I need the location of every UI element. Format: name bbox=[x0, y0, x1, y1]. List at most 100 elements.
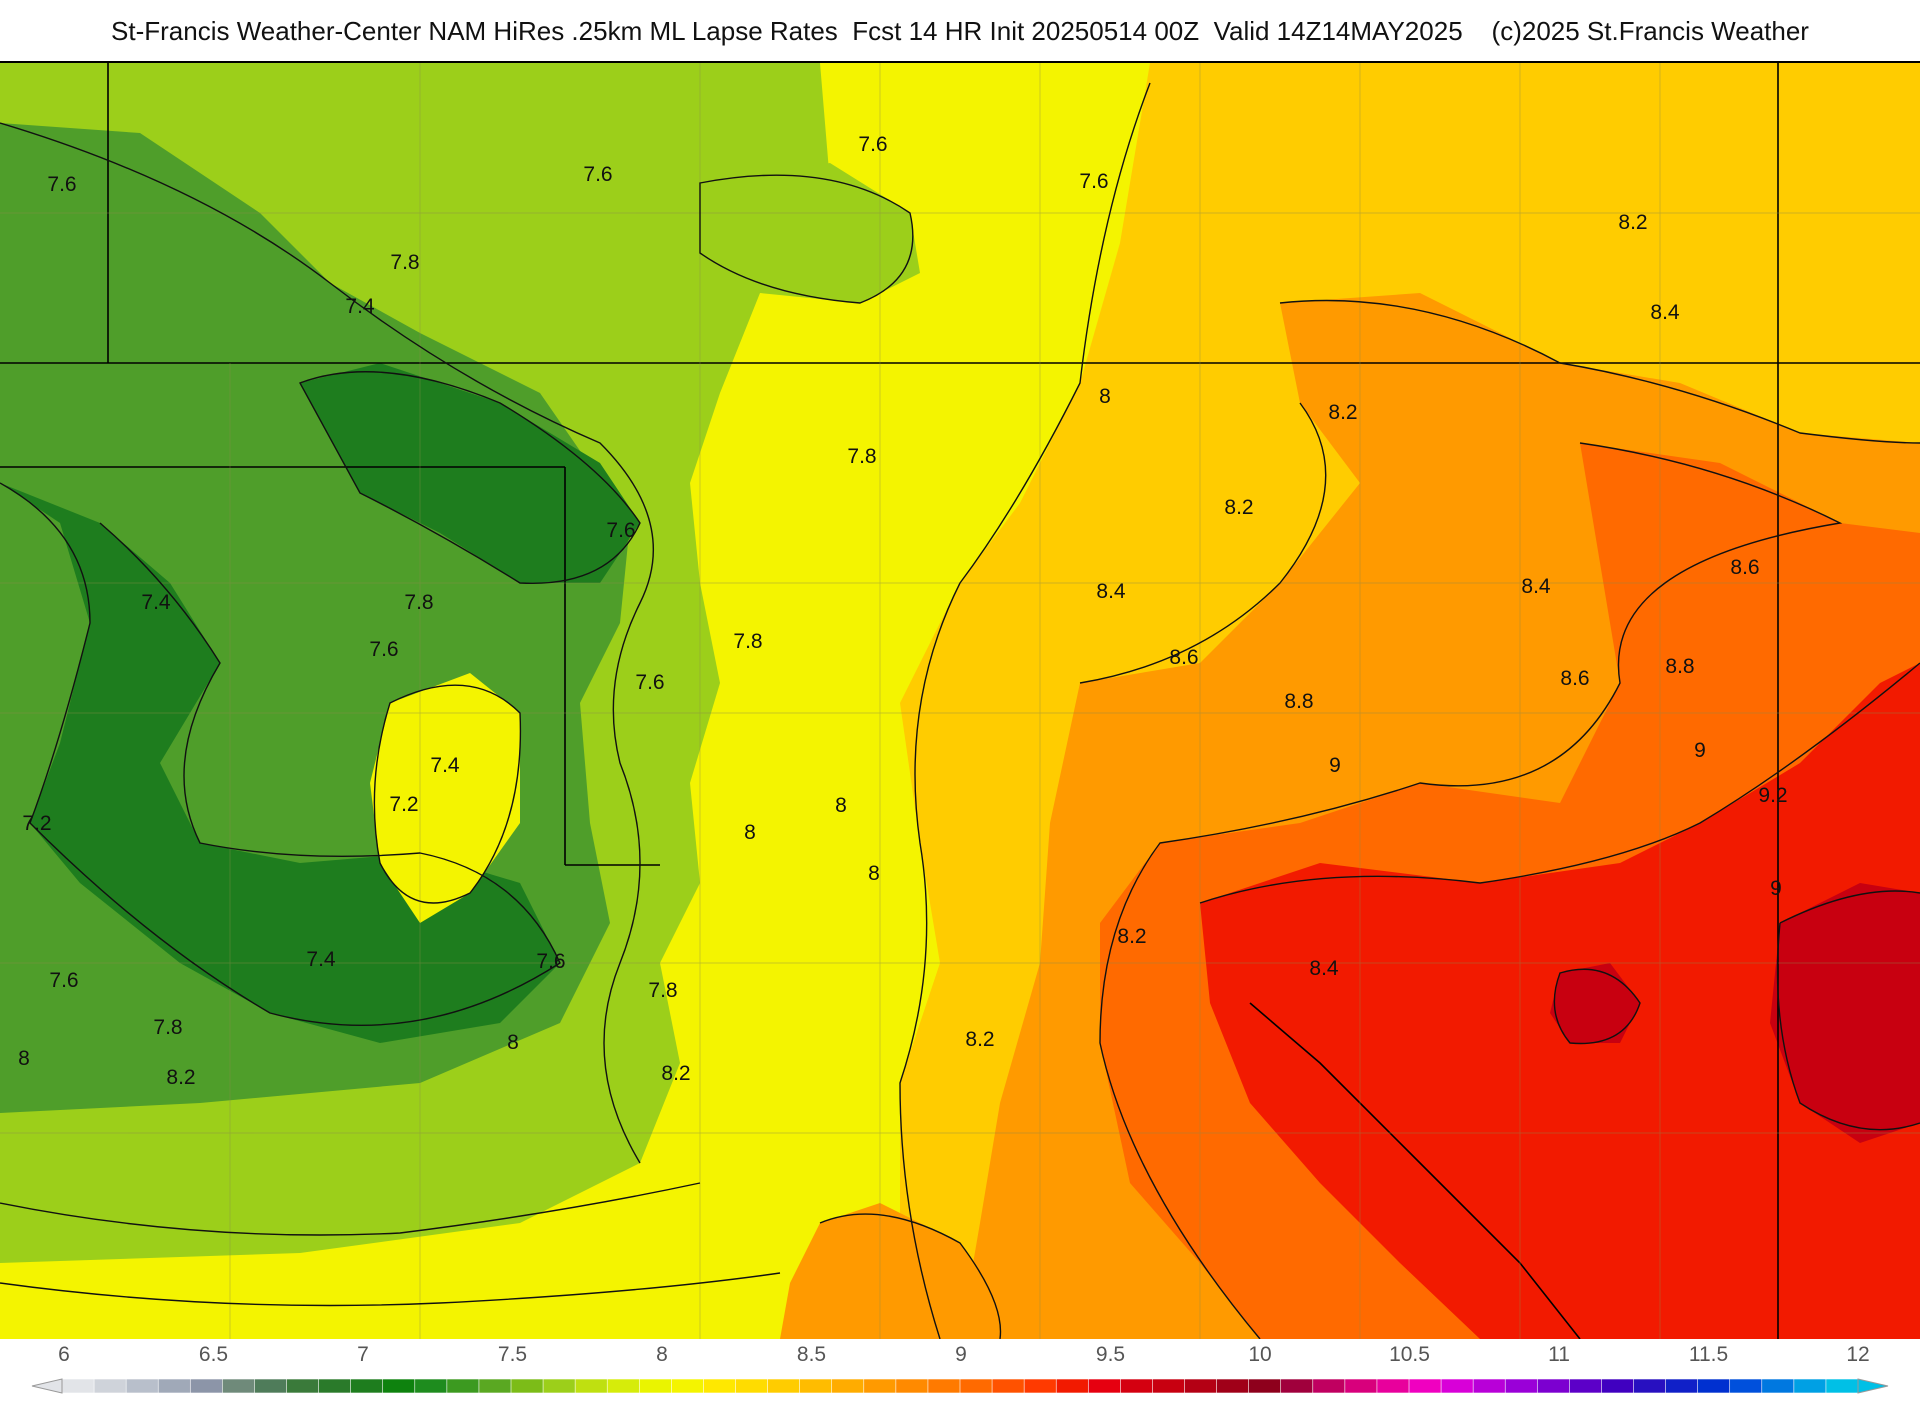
contour-label: 8 bbox=[868, 862, 880, 885]
legend-swatch bbox=[1634, 1379, 1667, 1393]
legend-tick-label: 7.5 bbox=[498, 1343, 527, 1367]
legend-swatch bbox=[736, 1379, 769, 1393]
legend-swatch bbox=[896, 1379, 929, 1393]
contour-label: 8.2 bbox=[166, 1066, 195, 1089]
legend-swatch bbox=[1152, 1379, 1185, 1393]
legend-swatch bbox=[1826, 1379, 1859, 1393]
legend-swatch bbox=[1441, 1379, 1474, 1393]
contour-label: 8.4 bbox=[1096, 580, 1126, 603]
contour-label: 8.4 bbox=[1521, 575, 1551, 598]
legend-tick-label: 10.5 bbox=[1389, 1343, 1430, 1367]
legend-right-arrow bbox=[1858, 1379, 1888, 1393]
contour-label: 7.6 bbox=[49, 969, 78, 992]
legend-tick-label: 10 bbox=[1248, 1343, 1271, 1367]
legend-swatch bbox=[94, 1379, 127, 1393]
legend-swatch bbox=[254, 1379, 287, 1393]
legend-swatch bbox=[864, 1379, 897, 1393]
legend-swatch bbox=[351, 1379, 384, 1393]
contour-label: 8.2 bbox=[1618, 211, 1647, 234]
legend-swatch bbox=[607, 1379, 640, 1393]
contour-label: 7.8 bbox=[390, 251, 419, 274]
contour-label: 7.6 bbox=[858, 133, 887, 156]
contour-label: 7.6 bbox=[635, 671, 664, 694]
legend-tick-label: 6.5 bbox=[199, 1343, 228, 1367]
legend-swatch bbox=[1698, 1379, 1731, 1393]
contour-label: 8 bbox=[835, 794, 847, 817]
legend-swatch bbox=[1249, 1379, 1282, 1393]
contour-label: 8.2 bbox=[1117, 925, 1146, 948]
contour-label: 8.8 bbox=[1284, 690, 1313, 713]
legend-swatch bbox=[158, 1379, 191, 1393]
contour-label: 8 bbox=[18, 1047, 30, 1070]
legend-swatch bbox=[1762, 1379, 1795, 1393]
legend-swatch bbox=[319, 1379, 352, 1393]
legend-swatch bbox=[1313, 1379, 1346, 1393]
legend-swatch bbox=[126, 1379, 159, 1393]
contour-label: 7.4 bbox=[430, 754, 460, 777]
contour-label: 8.2 bbox=[1224, 496, 1253, 519]
contour-label: 8.6 bbox=[1169, 646, 1198, 669]
legend-swatch bbox=[222, 1379, 255, 1393]
legend-swatch bbox=[543, 1379, 576, 1393]
legend-swatches bbox=[62, 1379, 1859, 1393]
contour-label: 7.6 bbox=[369, 638, 398, 661]
map-title: St-Francis Weather-Center NAM HiRes .25k… bbox=[0, 0, 1920, 62]
legend-tick-label: 12 bbox=[1846, 1343, 1869, 1367]
legend-swatch bbox=[1666, 1379, 1699, 1393]
contour-label: 7.2 bbox=[389, 793, 418, 816]
legend-swatch bbox=[671, 1379, 704, 1393]
legend-swatch bbox=[639, 1379, 672, 1393]
contour-label: 8 bbox=[744, 821, 756, 844]
legend-swatch bbox=[832, 1379, 865, 1393]
contour-label: 8.2 bbox=[661, 1062, 690, 1085]
legend-swatch bbox=[1217, 1379, 1250, 1393]
contour-label: 7.8 bbox=[404, 591, 433, 614]
contour-label: 8.8 bbox=[1665, 655, 1694, 678]
contour-label: 7.8 bbox=[648, 979, 677, 1002]
contour-label: 8.6 bbox=[1730, 556, 1759, 579]
legend-swatch bbox=[287, 1379, 320, 1393]
legend-swatch bbox=[190, 1379, 223, 1393]
color-field bbox=[0, 63, 1920, 1339]
legend-swatch bbox=[800, 1379, 833, 1393]
contour-label: 7.6 bbox=[606, 519, 635, 542]
contour-label: 8.4 bbox=[1650, 301, 1680, 324]
legend-swatch bbox=[511, 1379, 544, 1393]
legend-swatch bbox=[1281, 1379, 1314, 1393]
legend-swatch bbox=[1794, 1379, 1827, 1393]
legend-swatch bbox=[1537, 1379, 1570, 1393]
legend-swatch bbox=[383, 1379, 416, 1393]
contour-label: 7.6 bbox=[47, 173, 76, 196]
legend-swatch bbox=[1088, 1379, 1121, 1393]
contour-label: 9 bbox=[1329, 754, 1341, 777]
legend-swatch bbox=[1569, 1379, 1602, 1393]
map-canvas: 7.6 7.6 7.6 7.6 7.8 7.4 8.2 8.4 8 8.2 7.8 7.6 7.4 7.8… bbox=[0, 63, 1920, 1339]
legend-tick-label: 9.5 bbox=[1096, 1343, 1125, 1367]
legend-tick-label: 6 bbox=[58, 1343, 70, 1367]
contour-label: 8.6 bbox=[1560, 667, 1589, 690]
legend-swatch bbox=[768, 1379, 801, 1393]
contour-label: 7.8 bbox=[153, 1016, 182, 1039]
legend-tick-label: 11.5 bbox=[1689, 1343, 1728, 1367]
contour-label: 7.6 bbox=[1079, 170, 1108, 193]
legend-swatch bbox=[1185, 1379, 1218, 1393]
legend-tick-label: 8 bbox=[656, 1343, 668, 1367]
legend-swatch bbox=[575, 1379, 608, 1393]
contour-label: 9 bbox=[1770, 877, 1782, 900]
legend-swatch bbox=[447, 1379, 480, 1393]
contour-label: 7.6 bbox=[583, 163, 612, 186]
legend-swatch bbox=[62, 1379, 95, 1393]
contour-label: 7.2 bbox=[22, 812, 51, 835]
contour-label: 8 bbox=[1099, 385, 1111, 408]
legend-swatch bbox=[1409, 1379, 1442, 1393]
contour-label: 8.2 bbox=[1328, 401, 1357, 424]
contour-label: 7.4 bbox=[141, 591, 171, 614]
contour-label: 7.8 bbox=[847, 445, 876, 468]
legend-swatch bbox=[1601, 1379, 1634, 1393]
legend-swatch bbox=[1377, 1379, 1410, 1393]
contour-label: 7.4 bbox=[345, 295, 375, 318]
legend-swatch bbox=[1473, 1379, 1506, 1393]
legend-swatch bbox=[1056, 1379, 1089, 1393]
contour-label: 8.2 bbox=[965, 1028, 994, 1051]
